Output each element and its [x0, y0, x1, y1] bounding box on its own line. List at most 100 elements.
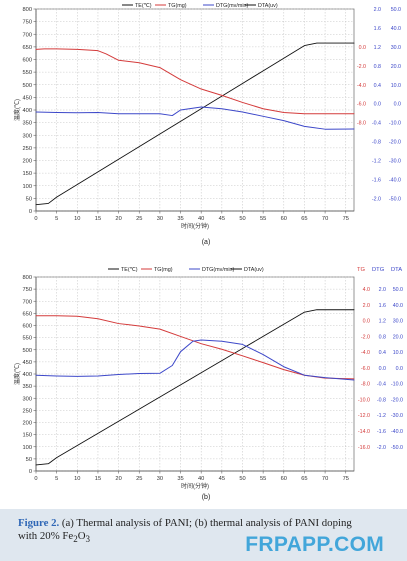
- right-axis-dta-label: 40.0: [393, 303, 403, 309]
- right-axis-tg-label: -6.0: [361, 366, 370, 372]
- legend-label: DTG(mv/min): [202, 267, 235, 273]
- x-tick-label: 40: [198, 216, 204, 222]
- caption-formula-subscript-2: 2: [73, 534, 78, 545]
- x-tick-label: 45: [219, 216, 225, 222]
- right-axis-tg-label: -8.0: [357, 121, 366, 127]
- x-tick-label: 40: [198, 476, 204, 482]
- right-axis-dta-label: 0.0: [396, 366, 403, 372]
- chart-b-svg: 0 5 10 15 20 25 30 35 40 45 50 55 60 65 70 750501001502…: [13, 267, 403, 501]
- right-axis-tg-label: 0.0: [363, 319, 370, 325]
- series-line-dtg-mv-min-: [35, 106, 355, 130]
- x-tick-label: 70: [322, 476, 328, 482]
- panel-a: 0 5 10 15 20 25 30 35 40 45 50 55 60 65 70 75 0 50 100 150 2…: [0, 0, 407, 255]
- right-axis-dtg-label: 1.2: [379, 319, 386, 325]
- x-tick-label: 20: [115, 216, 121, 222]
- y-tick-label: 100: [23, 184, 33, 190]
- right-axis-header-dtg: DTG: [372, 267, 385, 273]
- y-axis-label: 温度(℃): [13, 99, 21, 121]
- x-tick-label: 30: [157, 216, 163, 222]
- right-axis-dtg-label: -1.6: [372, 177, 381, 183]
- y-tick-label: 700: [23, 299, 33, 305]
- right-axis-dta-label: 30.0: [391, 45, 401, 51]
- series-line-tg-mg-: [35, 315, 355, 380]
- y-tick-label: 200: [23, 159, 33, 165]
- x-tick-label: 70: [322, 216, 328, 222]
- right-axis-dtg-label: -0.8: [377, 397, 386, 403]
- legend-label: DTA(uv): [244, 267, 264, 273]
- right-axis-dta-label: -10.0: [391, 382, 403, 388]
- y-axis-label: 温度(℃): [13, 363, 21, 385]
- right-axis-dtg-label: 0.4: [374, 83, 381, 89]
- right-axis-tg-label: -2.0: [357, 64, 366, 70]
- right-axis-dtg-label: -2.0: [372, 196, 381, 202]
- x-tick-label: 65: [301, 216, 307, 222]
- x-tick-label: 35: [177, 476, 183, 482]
- y-tick-label: 150: [23, 171, 33, 177]
- y-tick-label: 100: [23, 445, 33, 451]
- legend-label: TG(mg): [168, 3, 187, 9]
- right-axis-dtg-label: -1.2: [372, 159, 381, 165]
- x-tick-label: 25: [136, 476, 142, 482]
- right-axis-dta-label: -50.0: [389, 196, 401, 202]
- y-tick-label: 500: [23, 348, 33, 354]
- caption-formula-subscript-3: 3: [85, 534, 91, 545]
- right-axis-tg-label: -4.0: [361, 350, 370, 356]
- right-axis-tg-label: -2.0: [361, 334, 370, 340]
- right-axis-dtg-label: 0.0: [379, 366, 386, 372]
- right-axis-dta-label: -10.0: [389, 121, 401, 127]
- x-tick-label: 10: [74, 476, 80, 482]
- x-tick-label: 15: [95, 476, 101, 482]
- right-axis-tg-label: -4.0: [357, 83, 366, 89]
- right-axis-dta-label: 50.0: [393, 287, 403, 293]
- right-axis-dta-label: 10.0: [393, 350, 403, 356]
- y-tick-label: 450: [23, 360, 33, 366]
- x-tick-label: 50: [239, 216, 245, 222]
- right-axis-tg-label: -10.0: [358, 397, 370, 403]
- x-tick-label: 75: [343, 476, 349, 482]
- right-axis-dta-label: -30.0: [389, 159, 401, 165]
- y-tick-label: 550: [23, 336, 33, 342]
- legend-label: TG(mg): [154, 267, 173, 273]
- y-tick-label: 750: [23, 287, 33, 293]
- right-axis-dtg-label: -0.8: [372, 140, 381, 146]
- y-tick-label: 350: [23, 384, 33, 390]
- y-tick-label: 600: [23, 324, 33, 330]
- y-tick-label: 650: [23, 45, 33, 51]
- y-tick-label: 50: [26, 196, 32, 202]
- right-axis-dta-label: 40.0: [391, 26, 401, 32]
- x-tick-label: 15: [95, 216, 101, 222]
- right-axis-dtg-label: -1.6: [377, 429, 386, 435]
- caption-line-2-prefix: with 20% Fe: [18, 530, 74, 542]
- x-axis-label: 时间(分钟): [181, 222, 209, 230]
- x-tick-label: 60: [281, 216, 287, 222]
- right-axis-dtg-label: 2.0: [374, 7, 381, 13]
- right-axis-tg-label: -6.0: [357, 102, 366, 108]
- x-tick-label: 10: [74, 216, 80, 222]
- right-axis-dtg-label: 2.0: [379, 287, 386, 293]
- right-axis-dtg-label: 1.6: [379, 303, 386, 309]
- panel-b: 0 5 10 15 20 25 30 35 40 45 50 55 60 65 70 75 0 50 100 150 2…: [0, 260, 407, 506]
- x-axis-label: 时间(分钟): [181, 482, 209, 490]
- x-tick-label: 75: [343, 216, 349, 222]
- right-axis-dtg-label: 1.6: [374, 26, 381, 32]
- x-tick-label: 30: [157, 476, 163, 482]
- right-axis-tg-label: -14.0: [358, 429, 370, 435]
- right-axis-dtg-label: 1.2: [374, 45, 381, 51]
- right-axis-dta-label: 20.0: [393, 334, 403, 340]
- right-axis-dtg-label: -0.4: [372, 121, 381, 127]
- y-tick-label: 50: [26, 457, 32, 463]
- right-axis-dta-label: 0.0: [394, 102, 401, 108]
- right-axis-dta-label: 30.0: [393, 319, 403, 325]
- y-tick-label: 0: [29, 469, 32, 475]
- panel-label: (a): [202, 239, 211, 246]
- y-tick-label: 450: [23, 95, 33, 101]
- x-tick-label: 35: [177, 216, 183, 222]
- legend-label: TE(℃): [121, 267, 138, 273]
- right-axis-dtg-label: 0.4: [379, 350, 386, 356]
- legend-label: DTG(mv/min): [216, 3, 249, 9]
- panel-label: (b): [202, 494, 211, 501]
- x-tick-label: 60: [281, 476, 287, 482]
- y-tick-label: 400: [23, 372, 33, 378]
- x-tick-label: 5: [55, 476, 58, 482]
- right-axis-dta-label: -20.0: [391, 397, 403, 403]
